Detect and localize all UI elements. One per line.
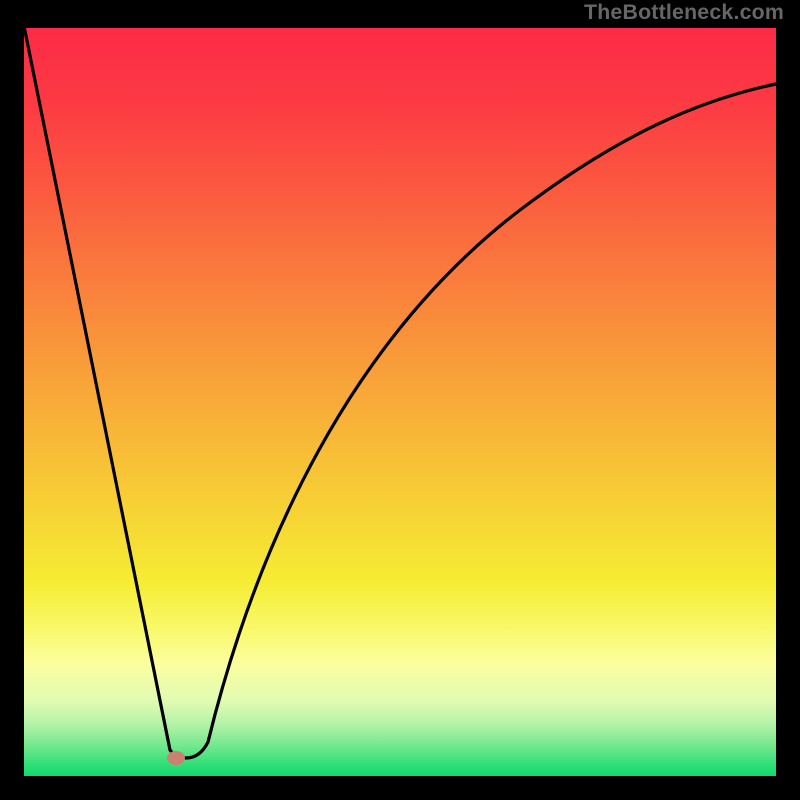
chart-frame: TheBottleneck.com bbox=[0, 0, 800, 800]
optimal-point-marker bbox=[167, 751, 185, 765]
chart-canvas bbox=[0, 0, 800, 800]
watermark-text: TheBottleneck.com bbox=[584, 0, 784, 25]
gradient-background bbox=[24, 28, 776, 776]
